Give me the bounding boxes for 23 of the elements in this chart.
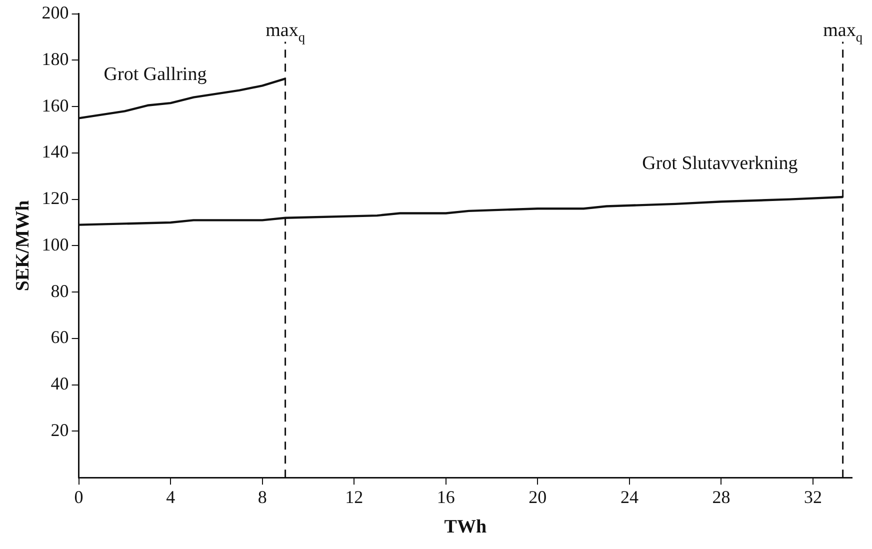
x-tick-label: 28 xyxy=(712,487,730,508)
series-label: Grot Slutavverkning xyxy=(642,153,798,174)
y-tick-label: 200 xyxy=(42,2,69,23)
x-axis-title: TWh xyxy=(444,516,487,538)
x-tick-label: 20 xyxy=(528,487,547,508)
series-label: Grot Gallring xyxy=(104,64,208,86)
y-axis-title: SEK/MWh xyxy=(12,200,34,292)
y-tick-label: 20 xyxy=(50,420,69,440)
x-tick-label: 4 xyxy=(166,487,176,508)
x-tick-label: 16 xyxy=(436,487,455,508)
y-tick-label: 180 xyxy=(42,48,69,69)
x-tick-label: 0 xyxy=(74,487,84,508)
y-tick-label: 140 xyxy=(42,142,69,162)
x-tick-label: 8 xyxy=(258,487,267,508)
y-tick-label: 100 xyxy=(42,234,69,254)
y-tick-label: 160 xyxy=(42,95,69,116)
x-tick-label: 12 xyxy=(345,487,364,508)
y-tick-label: 40 xyxy=(50,374,69,394)
x-tick-label: 32 xyxy=(804,487,822,508)
y-tick-label: 80 xyxy=(50,280,69,301)
y-tick-label: 120 xyxy=(42,188,69,208)
y-tick-label: 60 xyxy=(50,327,69,348)
x-tick-label: 24 xyxy=(620,487,638,508)
